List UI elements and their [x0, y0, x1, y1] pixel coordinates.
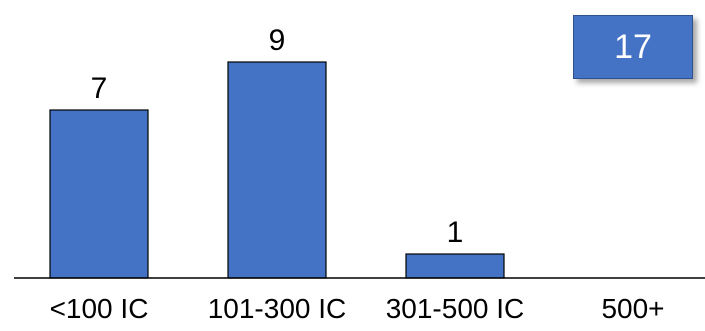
x-tick-label-3: 500+: [601, 293, 664, 324]
bar-0: [49, 109, 149, 279]
x-tick-label-0: <100 IC: [50, 293, 149, 324]
value-labels-layer: 7 9 1: [91, 24, 464, 249]
x-tick-label-2: 301-500 IC: [386, 293, 525, 324]
total-count-box: 17: [573, 15, 693, 79]
bar-value-label-0: 7: [91, 72, 108, 105]
bar-value-label-2: 1: [447, 216, 464, 249]
bar-value-label-1: 9: [269, 24, 286, 57]
x-tick-label-1: 101-300 IC: [208, 293, 347, 324]
bar-1: [227, 61, 327, 279]
total-count-value: 17: [614, 27, 652, 66]
x-ticks-layer: <100 IC 101-300 IC 301-500 IC 500+: [50, 293, 665, 324]
bars-layer: [49, 61, 505, 279]
bar-2: [405, 253, 505, 279]
